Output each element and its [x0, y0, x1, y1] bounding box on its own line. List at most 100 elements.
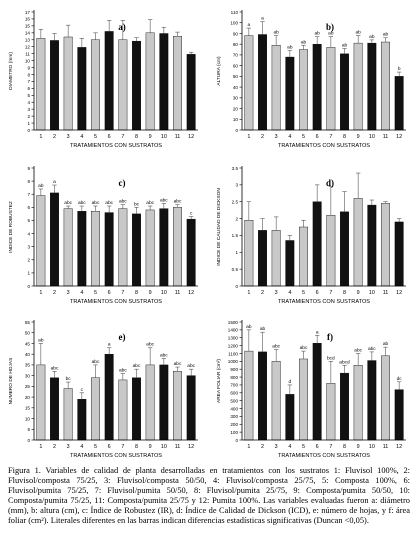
significance-letter: ab — [314, 31, 320, 37]
x-axis-title: TRATAMIENTOS CON SUSTRATOS — [70, 143, 162, 149]
y-tick-label: 0 — [27, 284, 30, 289]
significance-letter: ab — [383, 32, 389, 38]
y-tick-label: 8 — [27, 72, 30, 77]
y-tick-label: 2 — [27, 258, 30, 263]
significance-letter: ab — [260, 326, 266, 332]
y-tick-label: 25 — [25, 384, 31, 389]
y-tick-label: 1 — [27, 121, 30, 126]
bar — [132, 377, 141, 441]
significance-letter: a — [316, 330, 319, 335]
x-tick-label: 10 — [161, 290, 167, 296]
y-tick-label: 400 — [230, 406, 238, 411]
x-axis-title: TRATAMIENTOS CON SUSTRATOS — [278, 453, 370, 459]
x-tick-label: 9 — [149, 444, 152, 450]
bar — [381, 41, 390, 131]
y-tick-label: 700 — [230, 383, 238, 388]
bar-chart-svg: 0 10 20 30 40 50 60 70 80 90 100 110 a 1 a 2 ab 3 ab 4 ab 5 ab… — [216, 10, 406, 149]
y-tick-label: 40 — [25, 352, 31, 357]
x-tick-label: 3 — [67, 134, 70, 140]
bar — [132, 213, 141, 287]
y-tick-label: 17 — [25, 10, 31, 15]
bar — [381, 355, 390, 441]
bar-chart-svg: 0 100 200 300 400 500 600 700 800 900 1000 1100 1200… — [216, 320, 406, 459]
significance-letter: ab — [355, 30, 361, 36]
significance-letter: abc — [92, 200, 100, 206]
x-tick-label: 7 — [329, 290, 332, 296]
x-tick-label: 1 — [247, 134, 250, 140]
x-tick-label: 11 — [383, 134, 389, 140]
x-tick-label: 10 — [369, 444, 375, 450]
y-tick-label: 50 — [25, 331, 31, 336]
bar — [258, 351, 267, 441]
x-tick-label: 11 — [175, 444, 181, 450]
x-tick-label: 3 — [275, 290, 278, 296]
y-tick-label: 5 — [27, 427, 30, 432]
y-tick-label: 16 — [25, 17, 31, 22]
bar — [104, 353, 114, 441]
significance-letter: dc — [397, 376, 403, 382]
bar — [145, 209, 155, 287]
y-axis-title: NUMERO DE HOJAS — [8, 358, 14, 405]
y-tick-label: 0 — [27, 438, 30, 443]
y-tick-label: 3 — [27, 107, 30, 112]
y-tick-label: 15 — [25, 24, 31, 29]
x-axis-title: TRATAMIENTOS CON SUSTRATOS — [70, 453, 162, 459]
significance-letter: a — [108, 343, 111, 348]
y-tick-label: 1 — [235, 250, 238, 255]
significance-letter: ab — [328, 31, 334, 37]
significance-letter: abc — [78, 200, 86, 206]
y-tick-label: 500 — [230, 398, 238, 403]
bar — [299, 358, 308, 441]
bar — [145, 32, 155, 131]
y-axis-title: INDICE DE ROBUSTEZ — [8, 201, 14, 253]
panel-f-area-foliar: 0 100 200 300 400 500 600 700 800 900 1000 1100 1200… — [208, 312, 414, 462]
y-tick-label: 45 — [25, 341, 31, 346]
bar — [367, 204, 377, 287]
bar — [381, 203, 390, 287]
significance-letter: bc — [134, 201, 140, 207]
bar — [91, 39, 100, 131]
x-tick-label: 8 — [135, 290, 138, 296]
significance-letter: ab — [287, 45, 293, 51]
y-tick-label: 3 — [235, 183, 238, 188]
bar — [258, 230, 267, 287]
significance-letter: abc — [160, 197, 168, 203]
x-tick-label: 2 — [53, 290, 56, 296]
bar — [299, 49, 308, 131]
y-tick-label: 1400 — [228, 328, 239, 333]
y-tick-label: 6 — [27, 205, 30, 210]
bar — [244, 220, 254, 287]
x-axis-title: TRATAMIENTOS CON SUSTRATOS — [278, 143, 370, 149]
x-tick-label: 4 — [288, 290, 291, 296]
significance-letter: ab — [383, 341, 389, 347]
x-tick-label: 5 — [302, 134, 305, 140]
x-tick-label: 2 — [261, 134, 264, 140]
x-tick-label: 6 — [108, 444, 111, 450]
bar — [186, 54, 196, 131]
bar — [104, 212, 114, 287]
bar — [77, 47, 87, 131]
x-tick-label: 9 — [357, 134, 360, 140]
bar — [173, 371, 182, 441]
panel-a-diametro: 0 1 2 3 4 5 6 7 8 9 10 11 12 13 14 15 16 17 1 2 3 4 5 6 7 8 9 10 11 1… — [0, 2, 206, 152]
y-tick-label: 9 — [27, 65, 30, 70]
y-axis-title: DIAMETRO (mm) — [8, 52, 14, 90]
x-tick-label: 4 — [288, 134, 291, 140]
bar — [118, 379, 128, 441]
x-tick-label: 2 — [261, 444, 264, 450]
significance-letter: ab — [342, 42, 348, 48]
significance-letter: c — [81, 388, 84, 393]
y-tick-label: 0 — [27, 128, 30, 133]
x-tick-label: 8 — [343, 444, 346, 450]
bar — [173, 207, 182, 287]
significance-letter: a — [53, 180, 56, 185]
x-tick-label: 8 — [343, 134, 346, 140]
y-tick-label: 600 — [230, 391, 238, 396]
x-tick-label: 8 — [135, 444, 138, 450]
bar — [258, 34, 267, 131]
x-tick-label: 3 — [67, 444, 70, 450]
bar — [285, 240, 295, 287]
significance-letter: abc — [174, 361, 182, 367]
bar — [394, 221, 404, 287]
significance-letter: abc — [119, 199, 127, 205]
